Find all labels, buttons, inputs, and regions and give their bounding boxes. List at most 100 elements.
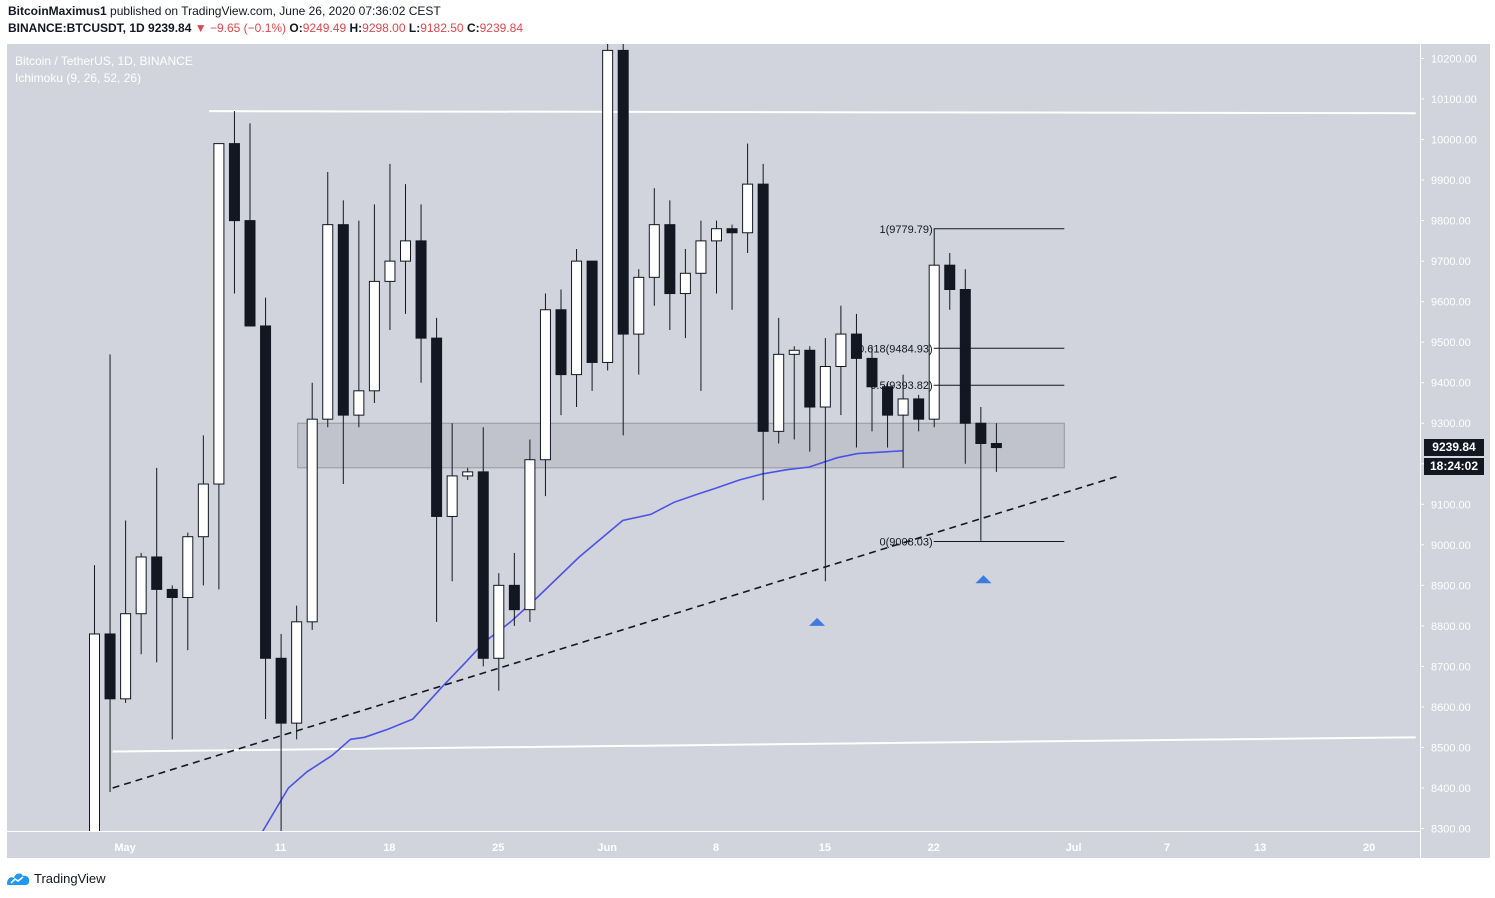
- plot-area[interactable]: [7, 44, 1420, 831]
- candle[interactable]: [508, 552, 520, 626]
- candle[interactable]: [151, 467, 163, 663]
- candle[interactable]: [539, 293, 551, 497]
- candle[interactable]: [835, 305, 847, 416]
- candle[interactable]: [571, 248, 583, 408]
- author-name[interactable]: BitcoinMaximus1: [8, 4, 107, 18]
- candle-body: [897, 398, 909, 416]
- candle[interactable]: [306, 382, 318, 630]
- candle[interactable]: [664, 200, 676, 331]
- candle[interactable]: [913, 394, 925, 432]
- candle[interactable]: [850, 313, 862, 448]
- close-label: C:: [466, 21, 480, 35]
- candle[interactable]: [368, 204, 380, 403]
- candle[interactable]: [353, 220, 365, 428]
- candle[interactable]: [975, 407, 987, 541]
- candle[interactable]: [182, 532, 194, 651]
- footer-brand[interactable]: TradingView: [6, 871, 106, 886]
- candle[interactable]: [384, 163, 396, 331]
- x-tick-label: 8: [713, 842, 719, 854]
- candle-body: [353, 390, 365, 416]
- time-axis[interactable]: [7, 831, 1420, 858]
- chart-canvas[interactable]: 1(9779.79) 0.618(9484.93) 0.5(9393.82) 0(90…: [0, 44, 1495, 862]
- candle[interactable]: [788, 346, 800, 440]
- candle[interactable]: [275, 633, 287, 862]
- candle[interactable]: [166, 585, 178, 740]
- candle[interactable]: [431, 317, 443, 622]
- candle[interactable]: [586, 260, 598, 391]
- candle[interactable]: [322, 171, 334, 428]
- last-price: 9239.84: [148, 21, 192, 35]
- fib-level-label: 0.5(9393.82): [870, 380, 932, 392]
- candle-body: [400, 240, 411, 262]
- candle-body: [975, 422, 987, 445]
- candle[interactable]: [617, 44, 629, 436]
- candle[interactable]: [944, 253, 956, 310]
- candle-body: [462, 471, 474, 477]
- candle[interactable]: [135, 552, 147, 655]
- candle[interactable]: [104, 354, 116, 793]
- candle[interactable]: [866, 346, 878, 432]
- candle-body: [493, 584, 505, 659]
- candle[interactable]: [602, 44, 614, 371]
- x-tick-label: 18: [383, 842, 395, 854]
- candle-body: [337, 224, 349, 416]
- ichimoku-line: [261, 450, 903, 831]
- footer-brand-text: TradingView: [34, 871, 106, 886]
- candle[interactable]: [524, 439, 536, 622]
- candle[interactable]: [742, 143, 754, 254]
- y-tick-label: 9300.00: [1431, 418, 1471, 430]
- candle[interactable]: [197, 435, 209, 586]
- resistance-line[interactable]: [209, 110, 1416, 115]
- ascending-trendline[interactable]: [112, 475, 1119, 789]
- candle[interactable]: [415, 204, 427, 383]
- candle-body: [602, 49, 614, 363]
- candle[interactable]: [555, 289, 567, 416]
- candle[interactable]: [244, 123, 256, 327]
- candle[interactable]: [462, 467, 474, 480]
- candle-body: [633, 276, 645, 335]
- candle[interactable]: [679, 248, 691, 339]
- publish-line: BitcoinMaximus1 published on TradingView…: [8, 4, 441, 18]
- candle[interactable]: [897, 374, 909, 468]
- candle[interactable]: [400, 184, 411, 314]
- current-price-badge: 9239.84: [1424, 439, 1484, 456]
- candle[interactable]: [711, 220, 722, 294]
- candle[interactable]: [773, 317, 785, 444]
- candle[interactable]: [726, 224, 738, 310]
- candle[interactable]: [446, 423, 458, 582]
- chart-legend: Bitcoin / TetherUS, 1D, BINANCE Ichimoku…: [15, 53, 193, 87]
- candle[interactable]: [757, 163, 769, 501]
- candle[interactable]: [695, 220, 707, 391]
- y-tick-label: 9100.00: [1431, 499, 1471, 511]
- candle[interactable]: [648, 188, 660, 306]
- candle[interactable]: [477, 427, 489, 667]
- candle[interactable]: [120, 520, 132, 703]
- candle-body: [850, 333, 862, 359]
- support-line[interactable]: [112, 736, 1416, 753]
- candle-body: [711, 228, 722, 242]
- candle[interactable]: [493, 573, 505, 691]
- symbol-text: BINANCE:BTCUSDT, 1D: [8, 21, 145, 35]
- candle[interactable]: [633, 269, 645, 375]
- candle[interactable]: [882, 382, 894, 448]
- fib-level-label: 1(9779.79): [879, 224, 932, 236]
- y-tick-label: 9600.00: [1431, 297, 1471, 309]
- candle[interactable]: [804, 346, 816, 452]
- candle[interactable]: [213, 143, 225, 590]
- candle-body: [788, 349, 800, 355]
- candle[interactable]: [228, 111, 240, 294]
- candle-body: [151, 556, 163, 590]
- candle[interactable]: [89, 565, 100, 849]
- open-label: O:: [289, 21, 303, 35]
- x-tick-label: May: [114, 842, 136, 854]
- candle[interactable]: [337, 200, 349, 485]
- candle[interactable]: [990, 423, 1002, 472]
- candle[interactable]: [260, 297, 272, 720]
- support-zone[interactable]: [297, 422, 1065, 469]
- candle-body: [835, 333, 847, 367]
- candle[interactable]: [959, 269, 971, 464]
- candle[interactable]: [291, 605, 303, 740]
- candle[interactable]: [819, 338, 831, 582]
- legend-indicator: Ichimoku (9, 26, 52, 26): [15, 71, 142, 85]
- candle[interactable]: [928, 228, 940, 428]
